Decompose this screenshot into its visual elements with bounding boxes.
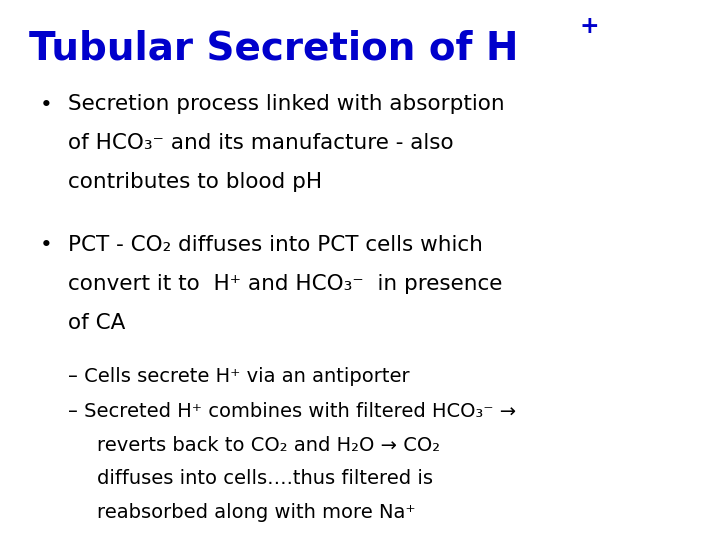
Text: convert it to  H⁺ and HCO₃⁻  in presence: convert it to H⁺ and HCO₃⁻ in presence bbox=[68, 274, 503, 294]
Text: – Secreted H⁺ combines with filtered HCO₃⁻ →: – Secreted H⁺ combines with filtered HCO… bbox=[68, 402, 516, 421]
Text: of CA: of CA bbox=[68, 313, 126, 333]
Text: •: • bbox=[40, 235, 53, 255]
Text: Secretion process linked with absorption: Secretion process linked with absorption bbox=[68, 94, 505, 114]
Text: diffuses into cells….thus filtered is: diffuses into cells….thus filtered is bbox=[97, 469, 433, 488]
Text: contributes to blood pH: contributes to blood pH bbox=[68, 172, 323, 192]
Text: +: + bbox=[580, 15, 599, 38]
Text: Tubular Secretion of H: Tubular Secretion of H bbox=[29, 30, 518, 68]
Text: of HCO₃⁻ and its manufacture - also: of HCO₃⁻ and its manufacture - also bbox=[68, 133, 454, 153]
Text: – Cells secrete H⁺ via an antiporter: – Cells secrete H⁺ via an antiporter bbox=[68, 367, 410, 386]
Text: reverts back to CO₂ and H₂O → CO₂: reverts back to CO₂ and H₂O → CO₂ bbox=[97, 436, 441, 455]
Text: PCT - CO₂ diffuses into PCT cells which: PCT - CO₂ diffuses into PCT cells which bbox=[68, 235, 483, 255]
Text: reabsorbed along with more Na⁺: reabsorbed along with more Na⁺ bbox=[97, 503, 416, 522]
Text: •: • bbox=[40, 94, 53, 114]
